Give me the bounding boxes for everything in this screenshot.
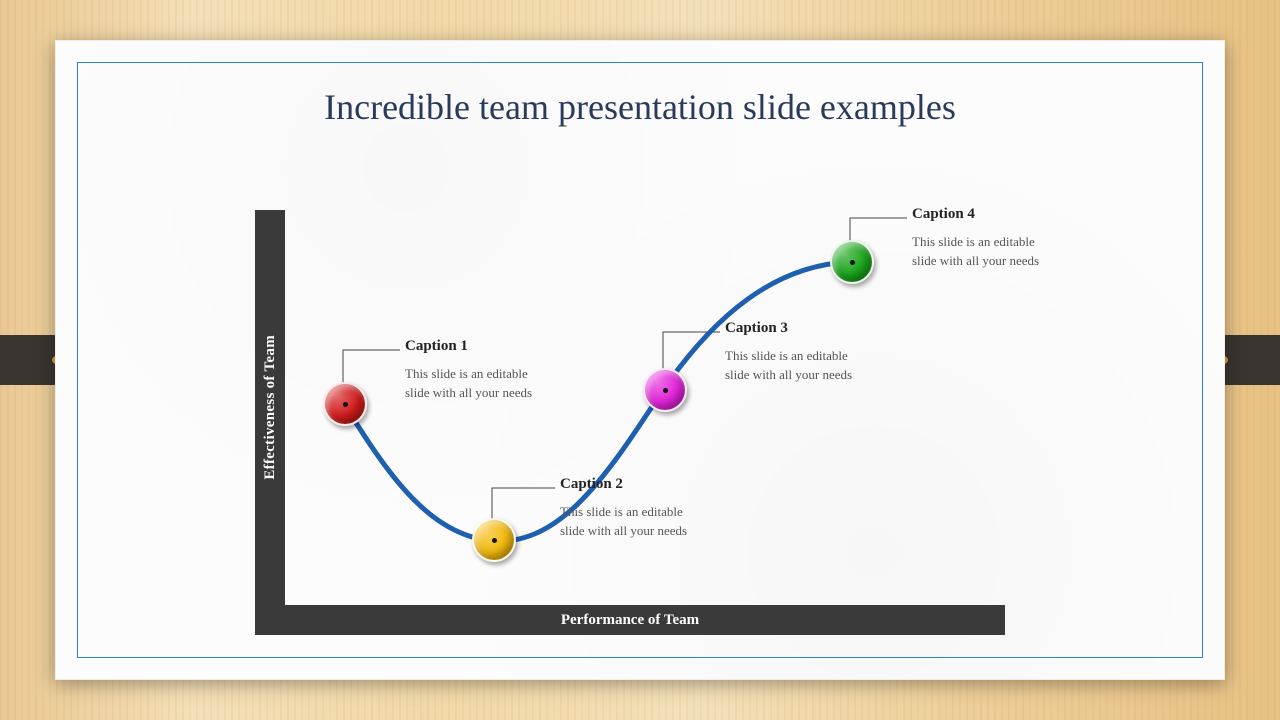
caption-body: This slide is an editable slide with all… xyxy=(405,365,555,403)
caption-title: Caption 4 xyxy=(912,206,1062,223)
caption-body: This slide is an editable slide with all… xyxy=(912,233,1062,271)
node-dot-icon xyxy=(663,388,668,393)
chart-node-1 xyxy=(323,382,367,426)
caption-body: This slide is an editable slide with all… xyxy=(560,503,710,541)
node-dot-icon xyxy=(492,538,497,543)
node-dot-icon xyxy=(343,402,348,407)
caption-2: Caption 2 This slide is an editable slide… xyxy=(560,476,710,541)
chart-node-4 xyxy=(830,240,874,284)
chart-node-2 xyxy=(472,518,516,562)
binder-tab-left xyxy=(0,335,58,385)
chart-svg xyxy=(55,40,1225,680)
caption-title: Caption 1 xyxy=(405,338,555,355)
caption-title: Caption 2 xyxy=(560,476,710,493)
caption-title: Caption 3 xyxy=(725,320,875,337)
slide-card: Incredible team presentation slide examp… xyxy=(55,40,1225,680)
stage: Incredible team presentation slide examp… xyxy=(0,0,1280,720)
chart-node-3 xyxy=(643,368,687,412)
binder-tab-right xyxy=(1222,335,1280,385)
caption-4: Caption 4 This slide is an editable slide… xyxy=(912,206,1062,271)
caption-body: This slide is an editable slide with all… xyxy=(725,347,875,385)
caption-1: Caption 1 This slide is an editable slide… xyxy=(405,338,555,403)
caption-3: Caption 3 This slide is an editable slide… xyxy=(725,320,875,385)
node-dot-icon xyxy=(850,260,855,265)
